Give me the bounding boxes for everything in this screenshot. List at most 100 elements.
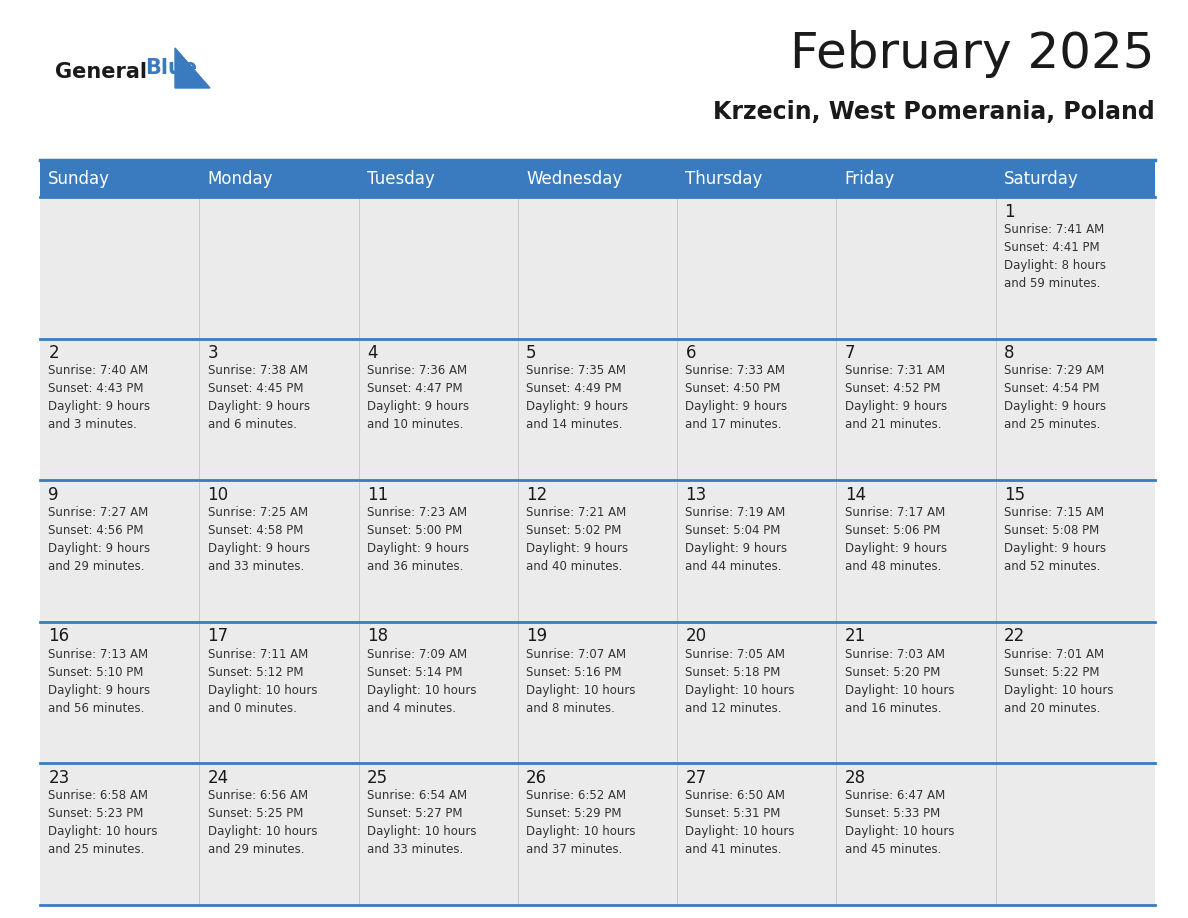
Text: 13: 13 bbox=[685, 486, 707, 504]
Bar bbox=[836, 197, 996, 339]
Bar bbox=[996, 197, 1155, 339]
Text: Sunrise: 7:21 AM
Sunset: 5:02 PM
Daylight: 9 hours
and 40 minutes.: Sunrise: 7:21 AM Sunset: 5:02 PM Dayligh… bbox=[526, 506, 628, 573]
Text: Sunrise: 6:50 AM
Sunset: 5:31 PM
Daylight: 10 hours
and 41 minutes.: Sunrise: 6:50 AM Sunset: 5:31 PM Dayligh… bbox=[685, 789, 795, 856]
Bar bbox=[996, 621, 1155, 764]
Bar bbox=[677, 621, 836, 764]
Text: Blue: Blue bbox=[145, 58, 197, 78]
Bar bbox=[40, 480, 200, 621]
Bar bbox=[200, 197, 359, 339]
Text: Sunrise: 7:29 AM
Sunset: 4:54 PM
Daylight: 9 hours
and 25 minutes.: Sunrise: 7:29 AM Sunset: 4:54 PM Dayligh… bbox=[1004, 364, 1106, 431]
Text: 17: 17 bbox=[208, 627, 229, 645]
Bar bbox=[996, 480, 1155, 621]
Text: Sunrise: 7:15 AM
Sunset: 5:08 PM
Daylight: 9 hours
and 52 minutes.: Sunrise: 7:15 AM Sunset: 5:08 PM Dayligh… bbox=[1004, 506, 1106, 573]
Bar bbox=[200, 480, 359, 621]
Text: Sunrise: 7:33 AM
Sunset: 4:50 PM
Daylight: 9 hours
and 17 minutes.: Sunrise: 7:33 AM Sunset: 4:50 PM Dayligh… bbox=[685, 364, 788, 431]
Bar bbox=[200, 621, 359, 764]
Text: Monday: Monday bbox=[208, 170, 273, 187]
Text: Sunrise: 7:36 AM
Sunset: 4:47 PM
Daylight: 9 hours
and 10 minutes.: Sunrise: 7:36 AM Sunset: 4:47 PM Dayligh… bbox=[367, 364, 469, 431]
Text: 2: 2 bbox=[49, 344, 59, 362]
Text: Sunrise: 7:09 AM
Sunset: 5:14 PM
Daylight: 10 hours
and 4 minutes.: Sunrise: 7:09 AM Sunset: 5:14 PM Dayligh… bbox=[367, 647, 476, 714]
Text: 24: 24 bbox=[208, 769, 229, 787]
Text: 16: 16 bbox=[49, 627, 69, 645]
Bar bbox=[836, 339, 996, 480]
Text: 4: 4 bbox=[367, 344, 378, 362]
Bar bbox=[836, 764, 996, 905]
Text: Sunrise: 6:54 AM
Sunset: 5:27 PM
Daylight: 10 hours
and 33 minutes.: Sunrise: 6:54 AM Sunset: 5:27 PM Dayligh… bbox=[367, 789, 476, 856]
Text: Sunrise: 7:38 AM
Sunset: 4:45 PM
Daylight: 9 hours
and 6 minutes.: Sunrise: 7:38 AM Sunset: 4:45 PM Dayligh… bbox=[208, 364, 310, 431]
Bar bbox=[40, 621, 200, 764]
Text: 6: 6 bbox=[685, 344, 696, 362]
Text: 8: 8 bbox=[1004, 344, 1015, 362]
Text: 12: 12 bbox=[526, 486, 548, 504]
Bar bbox=[677, 764, 836, 905]
Text: 1: 1 bbox=[1004, 203, 1015, 220]
Bar bbox=[677, 339, 836, 480]
Bar bbox=[359, 621, 518, 764]
Text: Thursday: Thursday bbox=[685, 170, 763, 187]
Text: Tuesday: Tuesday bbox=[367, 170, 435, 187]
Text: 28: 28 bbox=[845, 769, 866, 787]
Text: Sunrise: 6:58 AM
Sunset: 5:23 PM
Daylight: 10 hours
and 25 minutes.: Sunrise: 6:58 AM Sunset: 5:23 PM Dayligh… bbox=[49, 789, 158, 856]
Text: Sunrise: 6:52 AM
Sunset: 5:29 PM
Daylight: 10 hours
and 37 minutes.: Sunrise: 6:52 AM Sunset: 5:29 PM Dayligh… bbox=[526, 789, 636, 856]
Bar bbox=[677, 197, 836, 339]
Text: 15: 15 bbox=[1004, 486, 1025, 504]
Text: Sunrise: 7:03 AM
Sunset: 5:20 PM
Daylight: 10 hours
and 16 minutes.: Sunrise: 7:03 AM Sunset: 5:20 PM Dayligh… bbox=[845, 647, 954, 714]
Text: Sunrise: 7:11 AM
Sunset: 5:12 PM
Daylight: 10 hours
and 0 minutes.: Sunrise: 7:11 AM Sunset: 5:12 PM Dayligh… bbox=[208, 647, 317, 714]
Text: Sunrise: 6:56 AM
Sunset: 5:25 PM
Daylight: 10 hours
and 29 minutes.: Sunrise: 6:56 AM Sunset: 5:25 PM Dayligh… bbox=[208, 789, 317, 856]
Bar bbox=[836, 480, 996, 621]
Bar bbox=[996, 764, 1155, 905]
Text: Sunrise: 7:41 AM
Sunset: 4:41 PM
Daylight: 8 hours
and 59 minutes.: Sunrise: 7:41 AM Sunset: 4:41 PM Dayligh… bbox=[1004, 223, 1106, 290]
Text: Sunrise: 7:25 AM
Sunset: 4:58 PM
Daylight: 9 hours
and 33 minutes.: Sunrise: 7:25 AM Sunset: 4:58 PM Dayligh… bbox=[208, 506, 310, 573]
Bar bbox=[996, 339, 1155, 480]
Text: Saturday: Saturday bbox=[1004, 170, 1079, 187]
Polygon shape bbox=[175, 48, 210, 88]
Text: 9: 9 bbox=[49, 486, 59, 504]
Bar bbox=[518, 339, 677, 480]
Text: 18: 18 bbox=[367, 627, 388, 645]
Bar bbox=[359, 197, 518, 339]
Text: Sunrise: 7:40 AM
Sunset: 4:43 PM
Daylight: 9 hours
and 3 minutes.: Sunrise: 7:40 AM Sunset: 4:43 PM Dayligh… bbox=[49, 364, 151, 431]
Bar bbox=[359, 764, 518, 905]
Text: Sunday: Sunday bbox=[49, 170, 110, 187]
Text: 5: 5 bbox=[526, 344, 537, 362]
Text: 14: 14 bbox=[845, 486, 866, 504]
Text: Sunrise: 7:23 AM
Sunset: 5:00 PM
Daylight: 9 hours
and 36 minutes.: Sunrise: 7:23 AM Sunset: 5:00 PM Dayligh… bbox=[367, 506, 469, 573]
Text: 11: 11 bbox=[367, 486, 388, 504]
Text: Sunrise: 7:01 AM
Sunset: 5:22 PM
Daylight: 10 hours
and 20 minutes.: Sunrise: 7:01 AM Sunset: 5:22 PM Dayligh… bbox=[1004, 647, 1113, 714]
Bar bbox=[200, 339, 359, 480]
Text: General: General bbox=[55, 62, 147, 82]
Bar bbox=[40, 160, 1155, 197]
Text: February 2025: February 2025 bbox=[790, 30, 1155, 78]
Bar bbox=[359, 480, 518, 621]
Text: 22: 22 bbox=[1004, 627, 1025, 645]
Bar bbox=[518, 480, 677, 621]
Text: Sunrise: 7:27 AM
Sunset: 4:56 PM
Daylight: 9 hours
and 29 minutes.: Sunrise: 7:27 AM Sunset: 4:56 PM Dayligh… bbox=[49, 506, 151, 573]
Text: Sunrise: 7:13 AM
Sunset: 5:10 PM
Daylight: 9 hours
and 56 minutes.: Sunrise: 7:13 AM Sunset: 5:10 PM Dayligh… bbox=[49, 647, 151, 714]
Text: 19: 19 bbox=[526, 627, 548, 645]
Bar bbox=[40, 197, 200, 339]
Text: Sunrise: 6:47 AM
Sunset: 5:33 PM
Daylight: 10 hours
and 45 minutes.: Sunrise: 6:47 AM Sunset: 5:33 PM Dayligh… bbox=[845, 789, 954, 856]
Text: 3: 3 bbox=[208, 344, 219, 362]
Bar bbox=[677, 480, 836, 621]
Bar bbox=[359, 339, 518, 480]
Text: Sunrise: 7:19 AM
Sunset: 5:04 PM
Daylight: 9 hours
and 44 minutes.: Sunrise: 7:19 AM Sunset: 5:04 PM Dayligh… bbox=[685, 506, 788, 573]
Text: 7: 7 bbox=[845, 344, 855, 362]
Bar bbox=[200, 764, 359, 905]
Bar bbox=[518, 764, 677, 905]
Text: Sunrise: 7:07 AM
Sunset: 5:16 PM
Daylight: 10 hours
and 8 minutes.: Sunrise: 7:07 AM Sunset: 5:16 PM Dayligh… bbox=[526, 647, 636, 714]
Bar bbox=[40, 339, 200, 480]
Text: 26: 26 bbox=[526, 769, 548, 787]
Text: 20: 20 bbox=[685, 627, 707, 645]
Text: 23: 23 bbox=[49, 769, 70, 787]
Text: Krzecin, West Pomerania, Poland: Krzecin, West Pomerania, Poland bbox=[713, 100, 1155, 124]
Text: Sunrise: 7:31 AM
Sunset: 4:52 PM
Daylight: 9 hours
and 21 minutes.: Sunrise: 7:31 AM Sunset: 4:52 PM Dayligh… bbox=[845, 364, 947, 431]
Bar bbox=[836, 621, 996, 764]
Text: Sunrise: 7:05 AM
Sunset: 5:18 PM
Daylight: 10 hours
and 12 minutes.: Sunrise: 7:05 AM Sunset: 5:18 PM Dayligh… bbox=[685, 647, 795, 714]
Text: Sunrise: 7:35 AM
Sunset: 4:49 PM
Daylight: 9 hours
and 14 minutes.: Sunrise: 7:35 AM Sunset: 4:49 PM Dayligh… bbox=[526, 364, 628, 431]
Text: 27: 27 bbox=[685, 769, 707, 787]
Bar bbox=[518, 197, 677, 339]
Text: Friday: Friday bbox=[845, 170, 895, 187]
Bar bbox=[518, 621, 677, 764]
Text: Wednesday: Wednesday bbox=[526, 170, 623, 187]
Bar bbox=[40, 764, 200, 905]
